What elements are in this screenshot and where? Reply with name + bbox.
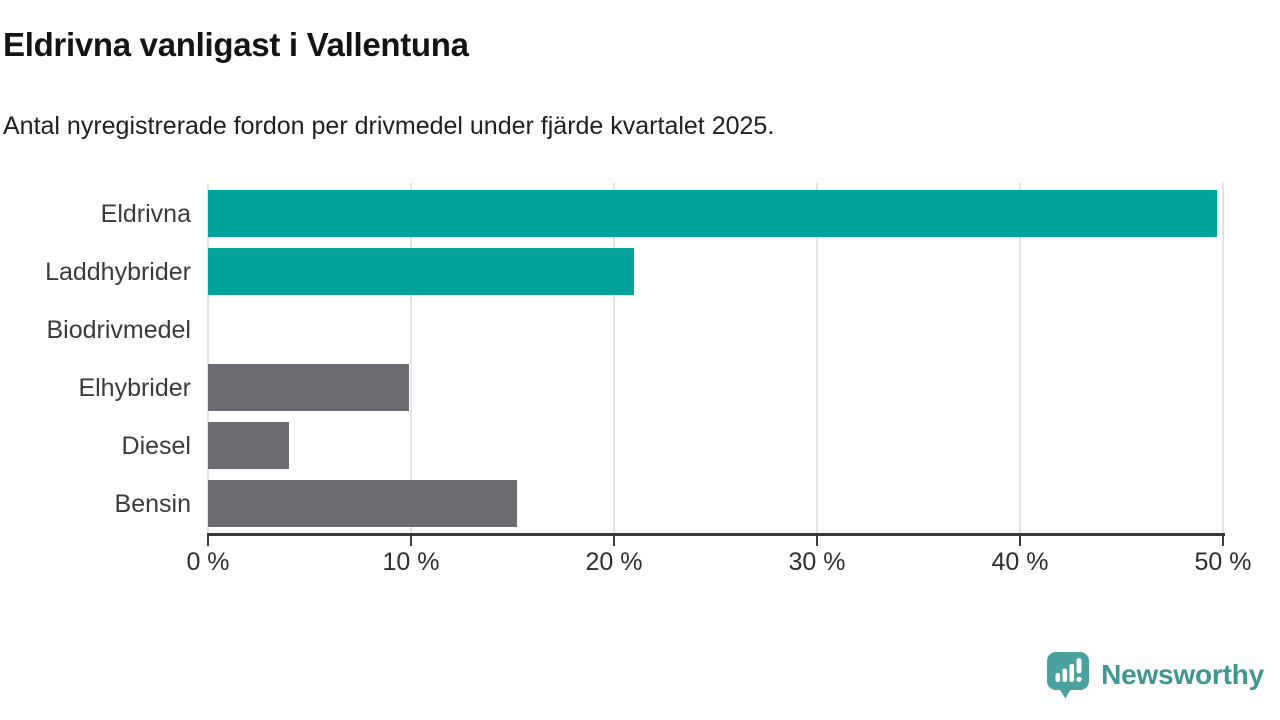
- chart-speech-bubble-icon: [1047, 652, 1090, 699]
- category-label: Laddhybrider: [45, 258, 191, 286]
- tick-label: 30 %: [788, 548, 846, 576]
- newsworthy-logo: Newsworthy: [1045, 650, 1264, 699]
- tick-mark: [816, 533, 818, 546]
- category-label: Eldrivna: [100, 200, 191, 228]
- page-title: Eldrivna vanligast i Vallentuna: [3, 26, 469, 63]
- tick-label: 40 %: [991, 548, 1049, 576]
- newsworthy-logo-text: Newsworthy: [1101, 658, 1264, 690]
- bar-elhybrider: [208, 364, 409, 411]
- category-label: Biodrivmedel: [46, 316, 191, 344]
- tick-mark: [613, 533, 615, 546]
- bar-bensin: [208, 480, 517, 527]
- gridline: [410, 183, 412, 533]
- gridline: [613, 183, 615, 533]
- chart-row: Laddhybrider: [45, 243, 1223, 301]
- tick-mark: [410, 533, 412, 546]
- bar-eldrivna: [208, 190, 1217, 237]
- chart-row: Bensin: [115, 475, 1223, 533]
- tick-label: 0 %: [186, 548, 230, 576]
- category-label: Elhybrider: [78, 374, 191, 402]
- bar-diesel: [208, 422, 290, 469]
- category-label: Diesel: [121, 432, 191, 460]
- chart-row: Biodrivmedel: [46, 301, 1223, 359]
- chart-row: Elhybrider: [78, 359, 1223, 417]
- gridline: [1222, 183, 1224, 533]
- tick-mark: [1019, 533, 1021, 546]
- chart-row: Diesel: [122, 417, 1223, 475]
- x-axis-line: [208, 533, 1225, 536]
- category-label: Bensin: [114, 490, 191, 518]
- page-subtitle: Antal nyregistrerade fordon per drivmede…: [3, 112, 775, 140]
- bar-laddhybrider: [208, 248, 635, 295]
- tick-mark: [207, 533, 209, 546]
- bar-rows: Eldrivna Laddhybrider Biodrivmedel Elhybrid…: [45, 185, 1223, 533]
- gridline: [207, 183, 209, 533]
- tick-label: 20 %: [585, 548, 643, 576]
- gridline: [1019, 183, 1021, 533]
- tick-label: 50 %: [1194, 548, 1252, 576]
- tick-label: 10 %: [382, 548, 440, 576]
- gridlines: [207, 183, 1224, 533]
- gridline: [816, 183, 818, 533]
- horizontal-bar-chart: Eldrivna Laddhybrider Biodrivmedel Elhybrid…: [45, 183, 1252, 576]
- chart-row: Eldrivna: [101, 185, 1223, 243]
- tick-mark: [1222, 533, 1224, 546]
